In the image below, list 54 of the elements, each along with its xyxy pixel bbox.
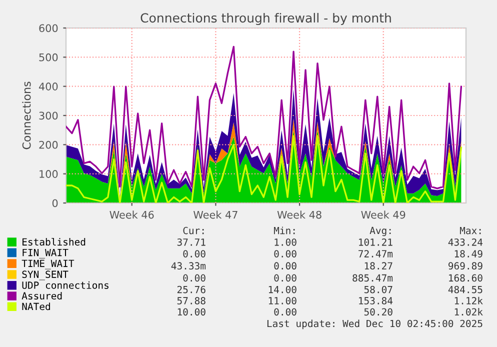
x-tick-label: Week 47 — [193, 210, 238, 219]
line-series — [66, 46, 462, 190]
text: 0.00 — [183, 274, 206, 282]
text: Last update: Wed Dec 10 02:45:00 2025 — [267, 320, 482, 330]
text: 18.49 — [454, 250, 482, 258]
chart-title: Connections through firewall - by month — [140, 12, 391, 26]
text: 57.88 — [177, 297, 206, 304]
text: 101.21 — [359, 238, 392, 246]
y-tick-label: 600 — [39, 24, 58, 32]
text: 0.00 — [274, 262, 296, 270]
text: 43.33m — [171, 262, 206, 270]
y-tick-label: 200 — [39, 140, 58, 149]
text: 1.00 — [274, 238, 296, 246]
text: 25.76 — [177, 286, 206, 294]
text: 433.24 — [448, 238, 483, 246]
text: 0.00 — [274, 308, 296, 316]
y-tick-label: 100 — [40, 170, 58, 178]
text: 58.07 — [364, 286, 392, 294]
text: 14.00 — [268, 286, 296, 294]
text: 1.12k — [454, 296, 483, 304]
text: Max: — [460, 227, 481, 234]
x-tick-label: Week 46 — [110, 210, 154, 219]
legend-label: SYN_SENT — [22, 270, 68, 280]
text: Cur: — [183, 226, 204, 234]
y-tick-label: 400 — [38, 82, 58, 90]
text: 72.47m — [358, 250, 393, 258]
legend-label: Assured — [22, 292, 62, 300]
y-tick-label: 300 — [39, 112, 58, 120]
text: 168.60 — [449, 274, 482, 282]
text: 153.84 — [359, 297, 393, 304]
text: 0.00 — [183, 250, 206, 258]
text: 18.27 — [364, 262, 392, 270]
text: 484.55 — [448, 286, 482, 294]
text: 10.00 — [178, 308, 206, 316]
text: 1.02k — [454, 308, 483, 316]
legend-label: NATed — [22, 302, 50, 310]
legend-label: FIN_WAIT — [22, 248, 68, 258]
text: Min: — [274, 226, 295, 234]
text: 0.00 — [274, 274, 296, 282]
x-tick-label: Week 48 — [277, 210, 322, 219]
legend-label: Established — [22, 238, 86, 246]
y-tick-label: 500 — [39, 53, 58, 62]
y-tick-label: 0 — [52, 199, 58, 208]
y-axis-title: Connections — [22, 82, 31, 150]
text: 50.20 — [364, 308, 392, 316]
legend-label: UDP connections — [22, 281, 108, 289]
text: 11.00 — [268, 297, 296, 304]
x-tick-label: Week 49 — [361, 210, 406, 219]
legend-label: TIME_WAIT — [22, 260, 74, 270]
text: 37.71 — [177, 238, 206, 246]
text: 969.89 — [448, 262, 482, 270]
text: 0.00 — [274, 250, 296, 258]
text: 885.47m — [352, 274, 393, 282]
text: Avg: — [370, 226, 391, 236]
